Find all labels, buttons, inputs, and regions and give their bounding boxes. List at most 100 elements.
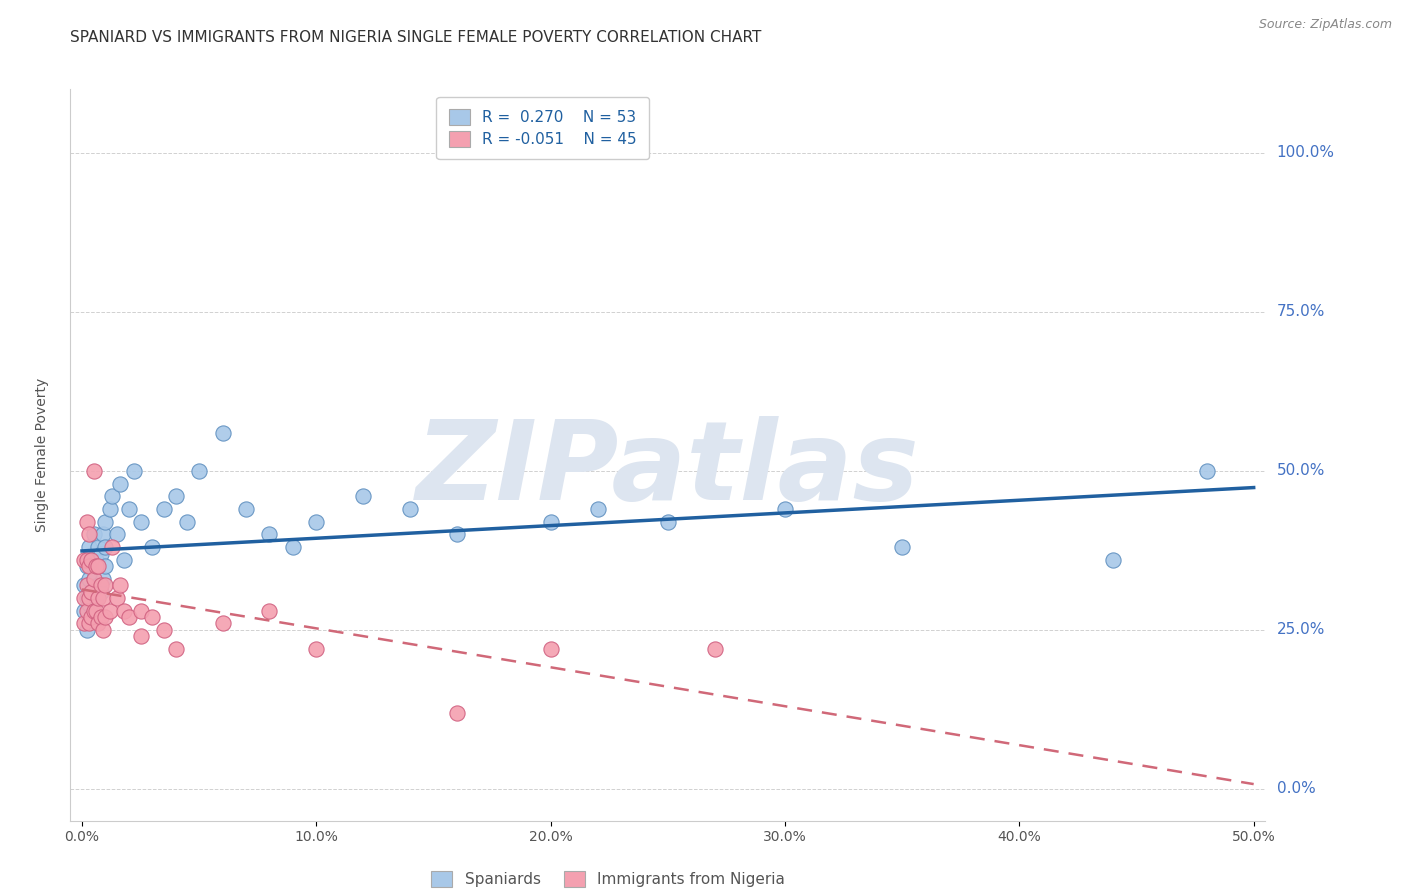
Point <box>94 610 117 624</box>
Point <box>87 559 110 574</box>
Point <box>94 578 117 592</box>
Point <box>165 489 187 503</box>
Point <box>77 559 100 574</box>
Point <box>446 706 468 720</box>
Text: 100.0%: 100.0% <box>1277 145 1334 161</box>
Point <box>211 616 233 631</box>
Point <box>73 553 96 567</box>
Point <box>259 527 281 541</box>
Point <box>91 623 114 637</box>
Point <box>76 553 98 567</box>
Point <box>91 527 114 541</box>
Point <box>112 604 135 618</box>
Point <box>76 604 98 618</box>
Point <box>112 553 135 567</box>
Point <box>73 616 96 631</box>
Point <box>118 502 141 516</box>
Point <box>153 623 176 637</box>
Point <box>73 604 96 618</box>
Point <box>83 604 105 618</box>
Point <box>84 591 107 605</box>
Point <box>101 540 124 554</box>
Text: SPANIARD VS IMMIGRANTS FROM NIGERIA SINGLE FEMALE POVERTY CORRELATION CHART: SPANIARD VS IMMIGRANTS FROM NIGERIA SING… <box>70 29 762 45</box>
Point <box>259 604 281 618</box>
Point <box>80 584 103 599</box>
Point <box>76 515 98 529</box>
Point <box>446 527 468 541</box>
Point <box>101 489 124 503</box>
Point <box>129 604 152 618</box>
Point <box>80 584 103 599</box>
Point <box>352 489 374 503</box>
Point <box>1195 464 1218 478</box>
Point <box>76 591 98 605</box>
Point <box>87 616 110 631</box>
Text: 25.0%: 25.0% <box>1277 623 1324 637</box>
Point <box>87 591 110 605</box>
Point <box>77 598 100 612</box>
Point <box>1102 553 1125 567</box>
Point <box>98 604 121 618</box>
Point <box>188 464 211 478</box>
Point <box>90 547 112 561</box>
Point <box>141 540 163 554</box>
Point <box>83 464 105 478</box>
Point <box>211 425 233 440</box>
Point <box>77 591 100 605</box>
Point <box>108 578 131 592</box>
Point <box>118 610 141 624</box>
Point <box>105 591 128 605</box>
Point <box>773 502 796 516</box>
Point <box>77 572 100 586</box>
Point <box>586 502 609 516</box>
Point <box>73 591 96 605</box>
Legend: Spaniards, Immigrants from Nigeria: Spaniards, Immigrants from Nigeria <box>425 865 792 892</box>
Point <box>108 476 131 491</box>
Point <box>80 553 103 567</box>
Text: Source: ZipAtlas.com: Source: ZipAtlas.com <box>1258 18 1392 31</box>
Point <box>141 610 163 624</box>
Point <box>129 515 152 529</box>
Point <box>83 572 105 586</box>
Point <box>90 578 112 592</box>
Point <box>90 584 112 599</box>
Point <box>235 502 257 516</box>
Point <box>76 559 98 574</box>
Point <box>77 540 100 554</box>
Point <box>77 616 100 631</box>
Point <box>176 515 198 529</box>
Point <box>80 553 103 567</box>
Point <box>94 559 117 574</box>
Point <box>399 502 422 516</box>
Point <box>540 515 562 529</box>
Y-axis label: Single Female Poverty: Single Female Poverty <box>35 378 49 532</box>
Point <box>94 540 117 554</box>
Point <box>76 578 98 592</box>
Text: 75.0%: 75.0% <box>1277 304 1324 319</box>
Point <box>540 641 562 656</box>
Point <box>703 641 725 656</box>
Point <box>281 540 304 554</box>
Point <box>305 641 328 656</box>
Point <box>83 604 105 618</box>
Point <box>84 553 107 567</box>
Point <box>165 641 187 656</box>
Point <box>94 515 117 529</box>
Point <box>90 610 112 624</box>
Point <box>80 610 103 624</box>
Point <box>153 502 176 516</box>
Point <box>122 464 145 478</box>
Point <box>87 578 110 592</box>
Point <box>80 610 103 624</box>
Point <box>83 527 105 541</box>
Point <box>305 515 328 529</box>
Point <box>129 629 152 643</box>
Point <box>84 559 107 574</box>
Point <box>76 623 98 637</box>
Point <box>91 591 114 605</box>
Point <box>87 540 110 554</box>
Text: 50.0%: 50.0% <box>1277 463 1324 478</box>
Point <box>91 572 114 586</box>
Point <box>98 502 121 516</box>
Point <box>891 540 914 554</box>
